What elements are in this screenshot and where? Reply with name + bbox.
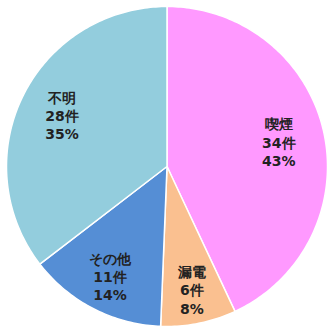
svg-text:喫煙34件43%: 喫煙34件43%: [262, 116, 296, 168]
svg-text:漏電6件8%: 漏電6件8%: [177, 264, 206, 316]
svg-text:不明28件35%: 不明28件35%: [45, 90, 79, 142]
svg-text:その他11件14%: その他11件14%: [89, 251, 132, 303]
